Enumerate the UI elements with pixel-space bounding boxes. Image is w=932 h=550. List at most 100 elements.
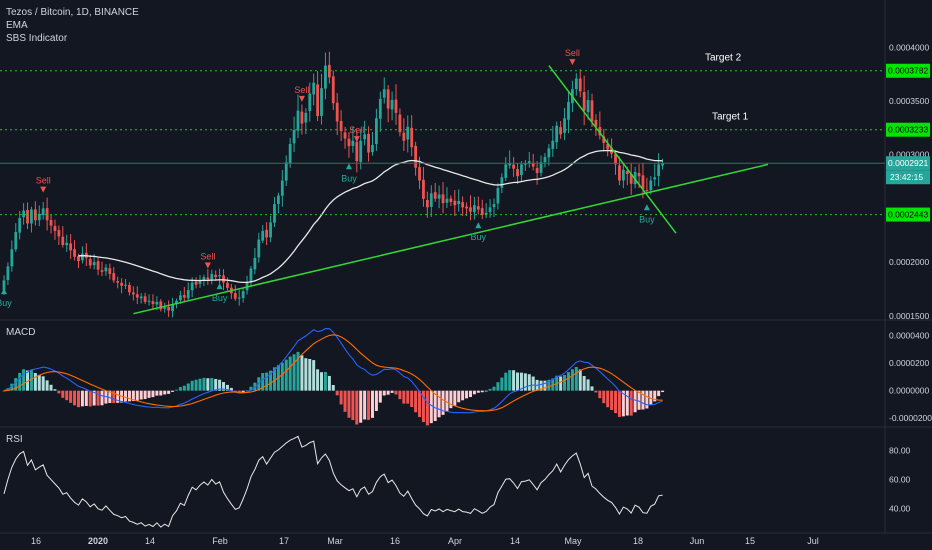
candle-body: [453, 200, 457, 206]
candle-body: [257, 239, 261, 258]
macd-pane-label[interactable]: MACD: [6, 327, 36, 338]
macd-histogram-bar: [657, 390, 661, 397]
candle-body: [175, 300, 178, 305]
macd-histogram-bar: [198, 378, 202, 391]
candle-body: [602, 136, 606, 143]
macd-histogram-bar: [504, 372, 508, 391]
macd-histogram-bar: [472, 390, 476, 395]
macd-histogram-bar: [143, 390, 147, 400]
macd-histogram-bar: [566, 372, 570, 391]
macd-histogram-bar: [594, 390, 598, 393]
macd-histogram-bar: [249, 386, 253, 391]
candle-body: [280, 180, 284, 196]
macd-histogram-bar: [480, 390, 484, 393]
macd-histogram-bar: [476, 390, 480, 393]
candle-body: [269, 222, 272, 238]
macd-histogram-bar: [245, 390, 249, 392]
countdown-box: [886, 170, 930, 185]
macd-histogram-bar: [363, 390, 367, 420]
macd-histogram-bar: [49, 384, 53, 391]
macd-histogram-bar: [190, 380, 194, 391]
candle-body: [226, 282, 229, 288]
candle-body: [120, 282, 123, 286]
candle-body: [406, 126, 410, 140]
candle-body: [633, 171, 637, 185]
macd-histogram-bar: [339, 390, 343, 405]
time-tick-label: 18: [633, 536, 643, 546]
macd-histogram-bar: [367, 390, 371, 420]
macd-histogram-bar: [488, 388, 492, 391]
sell-signal-label: Sell: [200, 251, 215, 261]
sbs-indicator-label[interactable]: SBS Indicator: [6, 33, 68, 44]
macd-histogram-bar: [131, 390, 135, 402]
candle-body: [96, 261, 100, 270]
macd-histogram-bar: [653, 390, 657, 402]
time-tick-label: 17: [279, 536, 289, 546]
candle-body: [249, 268, 253, 282]
candle-body: [316, 84, 319, 117]
macd-histogram-bar: [512, 370, 516, 391]
candle-body: [198, 280, 202, 284]
candle-body: [614, 154, 617, 165]
macd-histogram-bar: [280, 362, 284, 391]
sell-signal-label: Sell: [565, 48, 580, 58]
macd-histogram-bar: [527, 374, 531, 391]
candle-body: [124, 284, 127, 286]
sell-signal-label: Sell: [349, 125, 364, 135]
candle-body: [378, 98, 382, 119]
symbol-title[interactable]: Tezos / Bitcoin, 1D, BINANCE: [6, 7, 139, 18]
candle-body: [543, 156, 547, 163]
candle-body: [469, 207, 472, 212]
macd-histogram-bar: [92, 390, 96, 406]
macd-histogram-bar: [284, 359, 288, 391]
candle-body: [625, 171, 629, 175]
macd-histogram-bar: [292, 354, 296, 391]
macd-tick-label: 0.0000200: [889, 358, 929, 368]
ema-indicator-label[interactable]: EMA: [6, 20, 28, 31]
macd-histogram-bar: [206, 378, 210, 391]
candle-body: [233, 293, 237, 299]
candle-body: [347, 138, 351, 147]
macd-histogram-bar: [124, 390, 128, 402]
buy-arrow: [345, 163, 352, 170]
candle-body: [339, 121, 343, 132]
rsi-pane-label[interactable]: RSI: [6, 434, 23, 445]
candle-body: [273, 204, 276, 223]
candle-body: [653, 177, 657, 180]
macd-histogram-bar: [598, 390, 602, 399]
macd-histogram-bar: [45, 380, 49, 391]
macd-histogram-bar: [586, 379, 590, 391]
candle-body: [143, 296, 147, 302]
candle-body: [284, 162, 288, 181]
macd-histogram-bar: [410, 390, 414, 408]
macd-histogram-bar: [570, 369, 574, 391]
macd-histogram-bar: [414, 390, 418, 413]
macd-histogram-bar: [88, 390, 92, 407]
macd-histogram-bar: [41, 376, 45, 391]
macd-histogram-bar: [347, 390, 351, 418]
candle-body: [386, 89, 390, 109]
candle-body: [77, 256, 80, 262]
candle-body: [135, 294, 139, 298]
macd-histogram-bar: [543, 380, 547, 391]
time-tick-label: Feb: [212, 536, 228, 546]
macd-histogram-bar: [386, 390, 390, 395]
macd-histogram-bar: [288, 356, 292, 391]
candle-body: [551, 140, 555, 149]
candle-body: [437, 194, 441, 199]
candle-body: [167, 307, 171, 311]
candle-body: [594, 119, 598, 127]
price-label-text: 0.0002443: [888, 210, 928, 220]
macd-histogram-bar: [104, 390, 108, 404]
buy-arrow: [643, 204, 650, 211]
macd-histogram-bar: [76, 390, 80, 408]
sell-arrow: [353, 136, 360, 143]
macd-histogram-bar: [100, 390, 104, 406]
candle-body: [425, 199, 429, 208]
price-label-box: [886, 207, 930, 222]
macd-histogram-bar: [331, 385, 335, 391]
macd-histogram-bar: [139, 390, 143, 400]
candle-body: [343, 132, 347, 139]
macd-histogram-bar: [484, 390, 488, 392]
